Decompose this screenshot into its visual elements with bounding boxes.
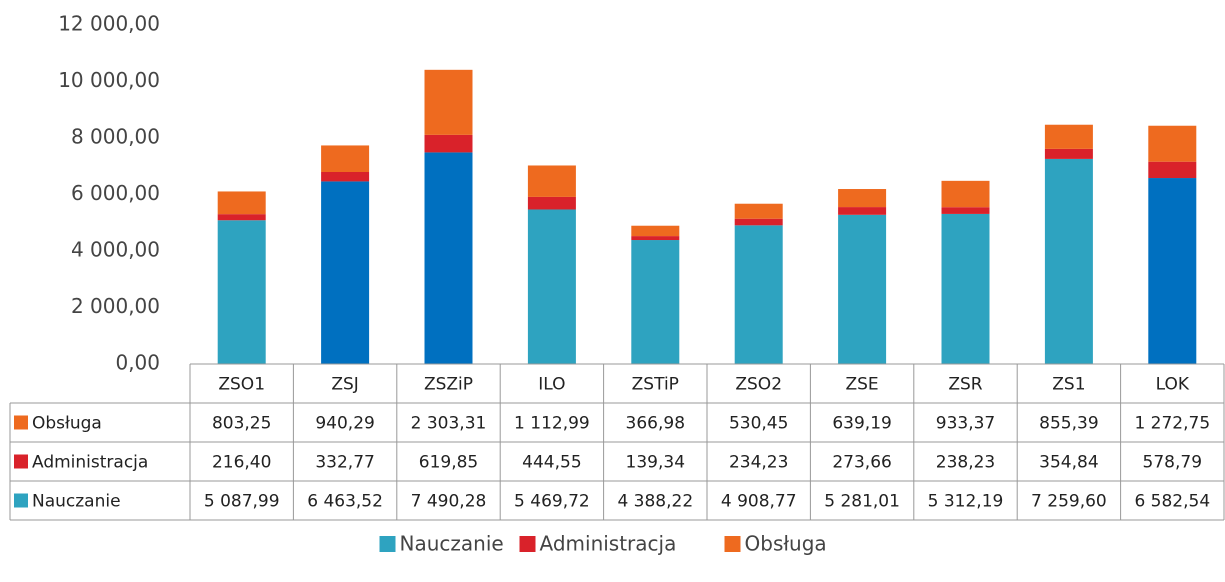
x-tick-label: ZSE <box>846 375 879 395</box>
bar-segment <box>1044 148 1093 159</box>
x-tick-label: ILO <box>538 375 565 395</box>
bar-segment <box>631 225 680 237</box>
bar-segment <box>321 172 370 182</box>
x-tick-label: LOK <box>1156 375 1190 395</box>
bar-segment <box>1148 178 1197 364</box>
table-value: 933,37 <box>936 414 995 434</box>
bar-segment <box>941 180 990 208</box>
y-tick-label: 12 000,00 <box>58 12 160 36</box>
legend-swatch <box>14 454 28 469</box>
legend-swatch <box>14 415 28 430</box>
y-tick-label: 0,00 <box>115 351 160 375</box>
y-tick-label: 10 000,00 <box>58 68 160 92</box>
bar-segment <box>1148 125 1197 162</box>
table-value: 332,77 <box>315 453 374 473</box>
bar-segment <box>321 145 370 173</box>
bar-segment <box>527 209 576 364</box>
table-value: 639,19 <box>832 414 891 434</box>
bar-segment <box>527 196 576 210</box>
table-value: 366,98 <box>626 414 685 434</box>
y-tick-label: 4 000,00 <box>71 238 160 262</box>
table-value: 216,40 <box>212 453 271 473</box>
table-value: 578,79 <box>1143 453 1202 473</box>
bar-segment <box>217 220 266 364</box>
legend-swatch <box>724 536 741 552</box>
table-value: 1 112,99 <box>514 414 590 434</box>
row-label: Obsługa <box>32 414 102 434</box>
table-value: 2 303,31 <box>411 414 487 434</box>
y-tick-label: 8 000,00 <box>71 125 160 149</box>
table-value: 803,25 <box>212 414 271 434</box>
table-value: 7 259,60 <box>1031 492 1107 512</box>
table-value: 6 463,52 <box>307 492 383 512</box>
table-value: 530,45 <box>729 414 788 434</box>
table-value: 5 312,19 <box>928 492 1004 512</box>
bar-segment <box>424 69 473 135</box>
x-tick-label: ZSR <box>948 375 982 395</box>
bar-segment <box>1148 161 1197 179</box>
legend-label: Nauczanie <box>400 532 504 556</box>
table-value: 940,29 <box>315 414 374 434</box>
y-tick-label: 2 000,00 <box>71 294 160 318</box>
bar-segment <box>217 214 266 221</box>
table-value: 238,23 <box>936 453 995 473</box>
x-tick-label: ZSO1 <box>218 375 265 395</box>
table-value: 5 281,01 <box>824 492 900 512</box>
bar-segment <box>734 218 783 226</box>
bar-segment <box>838 207 887 215</box>
table-value: 444,55 <box>522 453 581 473</box>
bar-segment <box>1044 158 1093 364</box>
table-value: 5 469,72 <box>514 492 590 512</box>
x-tick-label: ZSJ <box>331 375 358 395</box>
y-tick-label: 6 000,00 <box>71 181 160 205</box>
table-value: 4 388,22 <box>617 492 693 512</box>
table-value: 5 087,99 <box>204 492 280 512</box>
table-value: 619,85 <box>419 453 478 473</box>
x-tick-label: ZSO2 <box>735 375 782 395</box>
row-label: Administracja <box>32 453 148 473</box>
bar-segment <box>838 189 887 208</box>
x-tick-label: ZSZiP <box>424 375 473 395</box>
legend-swatch <box>14 493 28 508</box>
legend-label: Obsługa <box>745 532 827 556</box>
bar-segment <box>734 225 783 364</box>
bar-segment <box>631 236 680 241</box>
legend-swatch <box>519 536 536 552</box>
bar-segment <box>527 165 576 197</box>
table-value: 354,84 <box>1039 453 1098 473</box>
table-value: 234,23 <box>729 453 788 473</box>
bar-segment <box>631 240 680 364</box>
table-value: 6 582,54 <box>1134 492 1210 512</box>
x-tick-label: ZSTiP <box>632 375 679 395</box>
bar-segment <box>941 207 990 214</box>
bar-segment <box>424 134 473 153</box>
table-value: 855,39 <box>1039 414 1098 434</box>
table-value: 4 908,77 <box>721 492 797 512</box>
table-value: 139,34 <box>626 453 685 473</box>
bar-segment <box>941 213 990 364</box>
bar-segment <box>424 152 473 364</box>
table-value: 273,66 <box>832 453 891 473</box>
x-tick-label: ZS1 <box>1052 375 1085 395</box>
legend-swatch <box>379 536 396 552</box>
bar-segment <box>734 203 783 219</box>
row-label: Nauczanie <box>32 492 121 512</box>
bar-segment <box>217 191 266 215</box>
bar-segment <box>321 181 370 364</box>
bar-segment <box>1044 124 1093 149</box>
legend-label: Administracja <box>540 532 677 556</box>
table-value: 1 272,75 <box>1134 414 1210 434</box>
bar-segment <box>838 214 887 364</box>
table-value: 7 490,28 <box>411 492 487 512</box>
